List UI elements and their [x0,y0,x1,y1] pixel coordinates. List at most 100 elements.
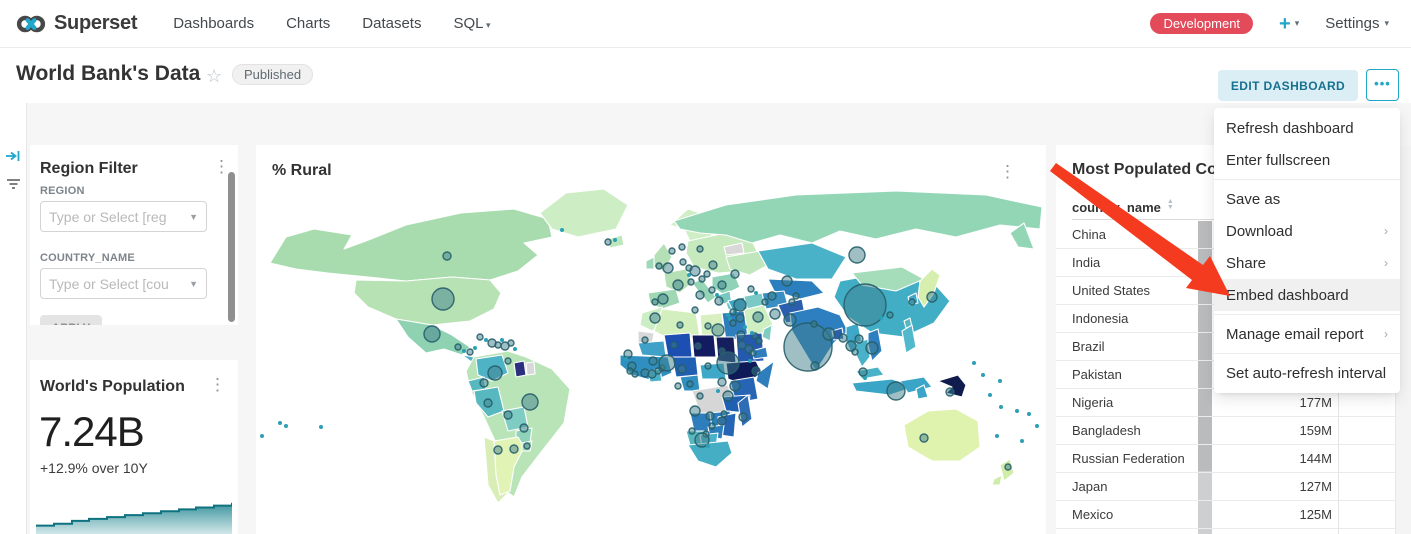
population-bubble[interactable] [689,265,701,277]
country-select[interactable]: Type or Select [cou ▼ [40,268,207,299]
population-bubble[interactable] [694,342,702,350]
population-bubble[interactable] [716,389,720,393]
map-country[interactable] [645,256,655,270]
population-bubble[interactable] [687,278,695,286]
population-bubble[interactable] [886,311,894,319]
nav-item-sql[interactable]: SQL ▾ [453,15,491,32]
region-select[interactable]: Type or Select [reg ▼ [40,201,207,232]
map-country[interactable] [723,242,745,256]
population-bubble[interactable] [720,410,728,418]
expand-filter-bar-icon[interactable] [5,148,22,164]
population-bubble[interactable] [687,273,691,277]
population-bubble[interactable] [810,320,818,328]
population-bubble[interactable] [695,290,705,300]
population-bubble[interactable] [454,343,462,351]
population-bubble[interactable] [651,298,659,306]
population-bubble[interactable] [714,296,724,306]
population-bubble[interactable] [604,238,612,246]
population-bubble[interactable] [689,405,701,417]
population-bubble[interactable] [733,298,747,312]
population-bubble[interactable] [476,333,484,341]
map-country[interactable] [755,360,775,390]
population-bubble[interactable] [783,313,797,327]
population-bubble[interactable] [783,322,833,372]
population-bubble[interactable] [998,379,1002,383]
population-bubble[interactable] [672,279,684,291]
table-row[interactable]: Japan 127M [1056,473,1411,501]
map-country[interactable] [637,340,667,358]
population-bubble[interactable] [641,336,649,344]
kebab-menu-icon[interactable]: ⋮ [209,375,226,394]
population-bubble[interactable] [858,367,868,377]
population-bubble[interactable] [730,269,740,279]
population-bubble[interactable] [752,311,764,323]
map-country[interactable] [525,361,536,376]
map-country[interactable] [673,190,1043,244]
population-bubble[interactable] [503,410,513,420]
population-bubble[interactable] [674,382,682,390]
population-bubble[interactable] [509,444,519,454]
population-bubble[interactable] [487,365,503,381]
population-bubble[interactable] [319,425,323,429]
population-bubble[interactable] [466,348,474,356]
map-country[interactable] [903,408,981,462]
edit-dashboard-button[interactable]: EDIT DASHBOARD [1218,70,1358,101]
population-bubble[interactable] [729,308,737,316]
map-country[interactable] [767,278,825,300]
population-bubble[interactable] [679,258,687,266]
kebab-menu-icon[interactable]: ⋮ [213,157,230,176]
population-bubble[interactable] [879,316,883,320]
map-country[interactable] [353,276,502,326]
population-bubble[interactable] [694,432,710,448]
population-bubble[interactable] [698,275,706,283]
map-country[interactable] [1009,222,1035,250]
population-bubble[interactable] [711,323,725,337]
population-bubble[interactable] [668,247,676,255]
population-bubble[interactable] [500,338,504,342]
population-bubble[interactable] [737,340,747,350]
population-bubble[interactable] [623,349,633,359]
map-country[interactable] [757,242,847,280]
favorite-star-icon[interactable]: ☆ [206,66,223,86]
map-country[interactable] [725,250,769,276]
population-bubble[interactable] [479,378,489,388]
population-bubble[interactable] [676,321,684,329]
population-bubble[interactable] [926,291,938,303]
map-country[interactable] [513,360,527,378]
population-bubble[interactable] [716,351,740,375]
population-bubble[interactable] [678,243,686,251]
population-bubble[interactable] [483,398,493,408]
population-bubble[interactable] [845,340,857,352]
population-bubble[interactable] [865,341,879,355]
population-bubble[interactable] [1020,439,1024,443]
population-bubble[interactable] [260,434,264,438]
population-bubble[interactable] [810,361,820,371]
population-bubble[interactable] [519,423,529,433]
population-bubble[interactable] [513,347,517,351]
population-bubble[interactable] [613,238,617,242]
population-bubble[interactable] [705,411,715,421]
population-bubble[interactable] [735,313,745,323]
population-bubble[interactable] [696,245,704,253]
population-bubble[interactable] [743,325,747,329]
menu-item-save-as[interactable]: Save as [1226,190,1281,208]
population-bubble[interactable] [908,298,916,306]
population-bubble[interactable] [504,357,512,365]
population-bubble[interactable] [1027,412,1031,416]
population-bubble[interactable] [648,356,658,366]
population-bubble[interactable] [494,341,502,349]
population-bubble[interactable] [729,319,737,327]
population-bubble[interactable] [691,306,699,314]
map-country[interactable] [687,440,733,468]
population-bubble[interactable] [717,416,727,426]
population-bubble[interactable] [722,390,734,402]
population-bubble[interactable] [493,445,503,455]
population-bubble[interactable] [843,283,887,327]
population-bubble[interactable] [717,280,727,290]
population-bubble[interactable] [507,339,515,347]
population-bubble[interactable] [748,359,752,363]
map-country[interactable] [761,324,773,342]
population-bubble[interactable] [995,434,999,438]
population-bubble[interactable] [703,270,711,278]
settings-menu[interactable]: Settings ▾ [1325,15,1389,32]
